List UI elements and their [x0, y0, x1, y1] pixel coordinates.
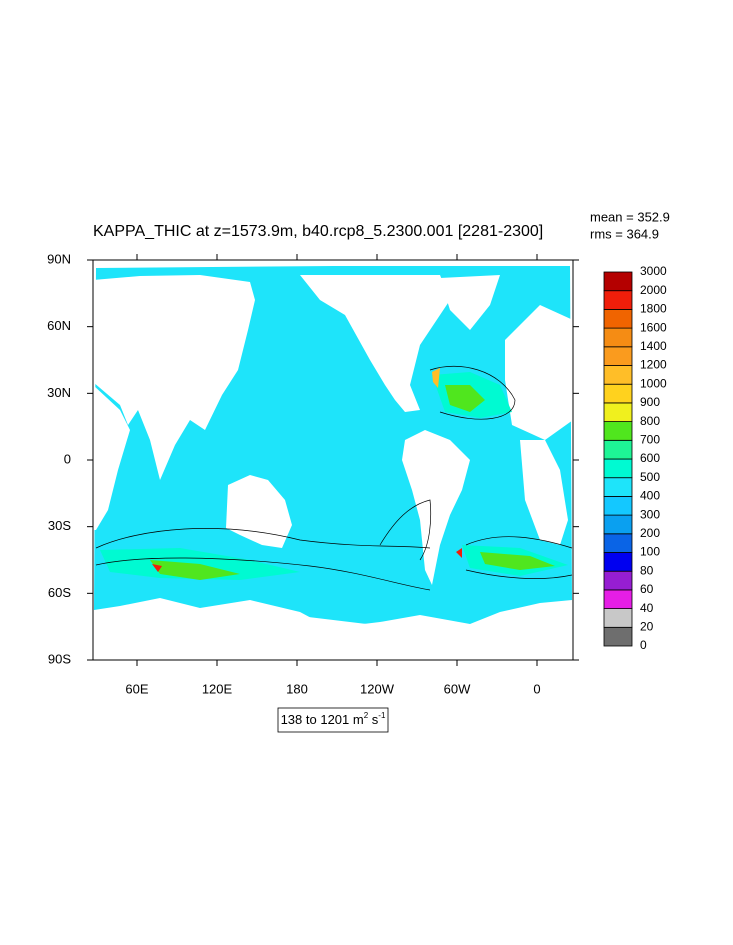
colorbar-label: 100: [640, 545, 660, 559]
y-tick-label: 60S: [48, 585, 71, 600]
range-box: [277, 707, 389, 733]
colorbar-box: [603, 552, 633, 572]
land: [93, 385, 130, 530]
colorbar-box: [603, 495, 633, 516]
contour-line: [379, 499, 432, 561]
colorbar-box: [603, 589, 633, 610]
colorbar-box: [603, 365, 633, 385]
x-tick-label: 120W: [360, 681, 395, 696]
colorbar-label: 60: [640, 582, 654, 596]
colorbar-box: [603, 458, 633, 479]
contour-line: [465, 536, 573, 549]
colorbar-label: 500: [640, 470, 660, 484]
colorbar-label: 200: [640, 526, 660, 540]
contour-fill: [432, 368, 440, 388]
x-tick-label: 120E: [202, 681, 233, 696]
contour-fill: [480, 552, 555, 570]
colorbar-box: [603, 477, 633, 497]
y-tick-label: 90S: [48, 651, 71, 666]
x-tick-label: 180: [286, 681, 308, 696]
contour-line: [95, 528, 431, 549]
x-tick-label: 0: [533, 681, 540, 696]
land: [93, 260, 573, 266]
colorbar-label: 2000: [640, 283, 667, 297]
land: [402, 430, 470, 585]
contour-line: [465, 569, 573, 579]
y-tick-label: 30S: [48, 518, 71, 533]
land: [93, 275, 255, 480]
contour-fill: [445, 385, 485, 412]
colorbar-box: [603, 327, 633, 348]
contour-fill: [456, 548, 462, 558]
colorbar-label: 700: [640, 432, 660, 446]
land: [93, 612, 573, 660]
colorbar-label: 1000: [640, 376, 667, 390]
range-label: 138 to 1201 m2 s-1: [281, 711, 386, 727]
colorbar-box: [603, 570, 633, 591]
colorbar-box: [603, 290, 633, 310]
colorbar-label: 900: [640, 395, 660, 409]
x-tick-label: 60W: [444, 681, 471, 696]
contour-fill: [150, 560, 240, 580]
y-tick-label: 90N: [47, 251, 71, 266]
x-tick-label: 60E: [125, 681, 148, 696]
land: [520, 440, 568, 545]
colorbar-label: 300: [640, 507, 660, 521]
range-exp: 2: [364, 711, 369, 720]
range-text: 138 to 1201 m: [281, 712, 364, 727]
mean-stat: mean = 352.9: [590, 209, 670, 224]
colorbar-label: 40: [640, 601, 654, 615]
y-tick-label: 0: [64, 451, 71, 466]
colorbar-label: 0: [640, 638, 647, 652]
colorbar-box: [603, 383, 633, 404]
colorbar-label: 1400: [640, 339, 667, 353]
colorbar-box: [603, 439, 633, 460]
colorbar-box: [603, 346, 633, 366]
colorbar-label: 20: [640, 619, 654, 633]
land: [300, 275, 450, 412]
colorbar-box: [603, 308, 633, 329]
land: [440, 275, 500, 330]
colorbar-box: [603, 402, 633, 422]
colorbar-label: 3000: [640, 264, 667, 278]
colorbar-label: 1800: [640, 302, 667, 316]
colorbar-box: [603, 626, 633, 647]
contour-line: [95, 557, 431, 591]
colorbar-box: [603, 421, 633, 441]
title: KAPPA_THIC at z=1573.9m, b40.rcp8_5.2300…: [93, 223, 543, 240]
colorbar-label: 1200: [640, 358, 667, 372]
colorbar-box: [603, 271, 633, 292]
colorbar-label: 80: [640, 563, 654, 577]
range-exp: -1: [378, 711, 386, 720]
map-area: 60E 120E 180 120W 60W 0 90S 60S 30S 0 30N 60N 90N 0 20…: [47, 251, 667, 696]
y-tick-label: 60N: [47, 318, 71, 333]
y-tick-label: 30N: [47, 385, 71, 400]
contour-fill: [152, 564, 162, 572]
colorbar-label: 1600: [640, 320, 667, 334]
range-unit: s: [368, 712, 379, 727]
colorbar-label: 800: [640, 414, 660, 428]
land: [505, 305, 573, 440]
colorbar-label: 400: [640, 489, 660, 503]
contour-line: [429, 365, 516, 420]
colorbar-box: [603, 533, 633, 553]
rms-stat: rms = 364.9: [590, 226, 659, 241]
colorbar-label: 600: [640, 451, 660, 465]
colorbar-box: [603, 608, 633, 628]
colorbar-box: [603, 514, 633, 535]
